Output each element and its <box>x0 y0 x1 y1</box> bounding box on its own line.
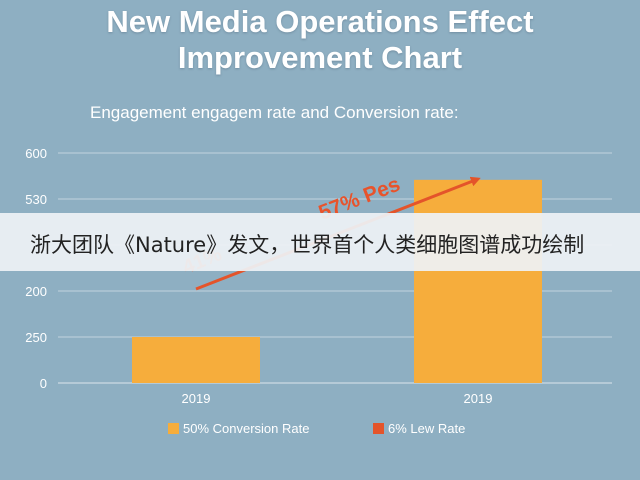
y-tick-label: 250 <box>25 330 47 345</box>
chart-legend: 50% Conversion Rate 6% Lew Rate <box>0 421 640 441</box>
legend-swatch-red <box>373 423 384 434</box>
legend-item-conversion-rate: 50% Conversion Rate <box>168 421 309 436</box>
y-tick-label: 530 <box>25 192 47 207</box>
y-axis-ticks: 0 250 200 530 600 <box>25 146 47 391</box>
chart-title-line-1: New Media Operations Effect <box>106 4 534 39</box>
x-tick-label: 2019 <box>182 391 211 406</box>
legend-swatch-orange <box>168 423 179 434</box>
legend-item-lew-rate: 6% Lew Rate <box>373 421 465 436</box>
x-axis-labels: 2019 2019 <box>182 391 493 406</box>
legend-label-lew-rate: 6% Lew Rate <box>388 421 466 436</box>
legend-label-conversion-rate: 50% Conversion Rate <box>183 421 310 436</box>
news-banner-text[interactable]: 浙大团队《Nature》发文，世界首个人类细胞图谱成功绘制 <box>30 233 585 257</box>
chart-subtitle: Engagement engagem rate and Conversion r… <box>90 103 459 122</box>
y-tick-label: 200 <box>25 284 47 299</box>
y-tick-label: 600 <box>25 146 47 161</box>
bar <box>414 179 542 383</box>
x-tick-label: 2019 <box>464 391 493 406</box>
bar <box>132 337 260 383</box>
chart-title-line-2: Improvement Chart <box>177 40 463 75</box>
news-banner[interactable]: 浙大团队《Nature》发文，世界首个人类细胞图谱成功绘制 <box>0 213 640 271</box>
y-tick-label: 0 <box>40 376 47 391</box>
